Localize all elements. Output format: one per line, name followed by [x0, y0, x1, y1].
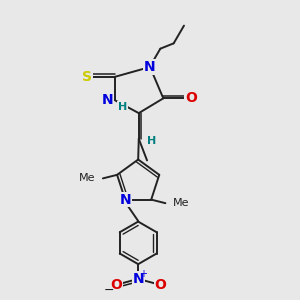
- Text: N: N: [119, 193, 131, 207]
- Text: +: +: [140, 268, 148, 279]
- Text: S: S: [82, 70, 92, 84]
- Text: N: N: [102, 93, 114, 107]
- Text: H: H: [147, 136, 156, 146]
- Text: −: −: [103, 284, 114, 297]
- Text: N: N: [132, 272, 144, 286]
- Text: O: O: [154, 278, 166, 292]
- Text: Me: Me: [79, 173, 96, 183]
- Text: N: N: [144, 60, 156, 74]
- Text: Me: Me: [172, 198, 189, 208]
- Text: H: H: [118, 102, 127, 112]
- Text: O: O: [110, 278, 122, 292]
- Text: O: O: [185, 91, 197, 105]
